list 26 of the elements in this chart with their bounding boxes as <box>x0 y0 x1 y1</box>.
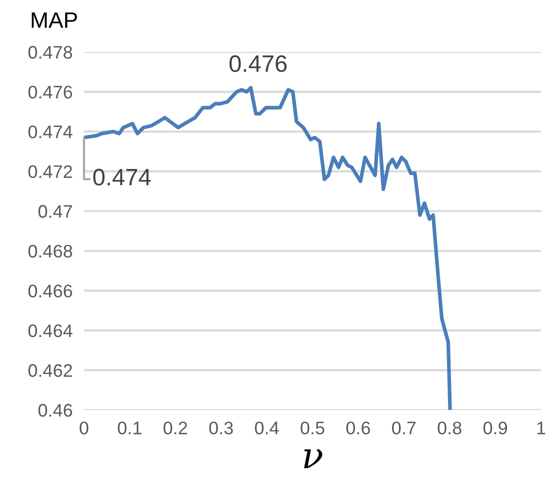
y-tick-label: 0.466 <box>28 284 72 298</box>
x-tick-label: 0.2 <box>164 422 188 434</box>
x-axis-title: ν <box>304 449 322 468</box>
line-series <box>84 86 452 410</box>
x-tick-label: 1 <box>537 422 546 434</box>
x-tick-label: 0.7 <box>392 422 416 434</box>
annotation: 0.476 <box>230 55 287 72</box>
y-tick-label: 0.478 <box>28 46 72 59</box>
x-tick-label: 0.3 <box>209 422 233 434</box>
x-tick-label: 0.5 <box>300 422 324 434</box>
x-tick-label: 0.9 <box>483 422 507 434</box>
y-tick-label: 0.472 <box>28 165 72 178</box>
x-tick-label: 0.4 <box>254 422 279 434</box>
y-axis-title: MAP <box>32 12 77 28</box>
annotation: 0.474 <box>93 168 151 186</box>
y-tick-label: 0.474 <box>28 125 72 138</box>
x-tick-label: 0.1 <box>118 422 142 434</box>
x-tick-label: 0.8 <box>438 422 462 434</box>
y-tick-label: 0.462 <box>28 364 72 377</box>
y-tick-label: 0.47 <box>38 205 72 218</box>
y-tick-label: 0.46 <box>38 404 72 417</box>
x-tick-label: 0 <box>80 422 88 434</box>
x-tick-label: 0.6 <box>346 422 370 434</box>
y-tick-label: 0.464 <box>28 324 72 338</box>
y-tick-label: 0.468 <box>28 244 72 258</box>
y-tick-label: 0.476 <box>28 86 72 98</box>
